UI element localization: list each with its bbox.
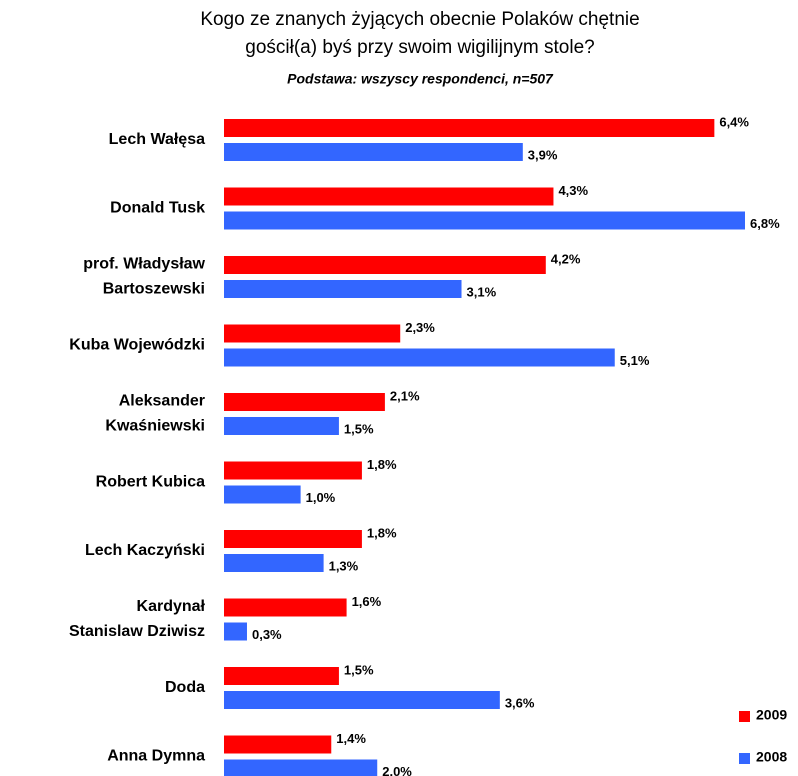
- bar: [224, 461, 362, 480]
- value-label: 2,1%: [390, 388, 420, 403]
- bar: [224, 759, 378, 776]
- value-label: 1,5%: [344, 662, 374, 677]
- bar: [224, 187, 554, 206]
- bar: [224, 554, 324, 572]
- category-label: Kuba Wojewódzki: [69, 337, 205, 354]
- bar: [224, 622, 247, 641]
- chart-subtitle: Podstawa: wszyscy respondenci, n=507: [287, 71, 554, 87]
- legend-label: 2008: [756, 749, 787, 765]
- bar: [224, 119, 715, 137]
- category-label: prof. Władysław Bartoszewski: [83, 256, 205, 298]
- value-label: 0,3%: [252, 627, 282, 642]
- bar: [224, 485, 301, 504]
- value-label: 1,4%: [336, 731, 366, 746]
- value-label: 3,9%: [528, 147, 558, 162]
- bar: [224, 393, 385, 411]
- bar: [224, 348, 615, 367]
- bar: [224, 256, 546, 274]
- value-label: 2,3%: [405, 320, 435, 335]
- value-label: 1,8%: [367, 525, 397, 540]
- bar: [224, 735, 332, 754]
- value-label: 6,4%: [719, 114, 749, 129]
- category-label: Lech Kaczyński: [85, 542, 205, 559]
- category-label: Doda: [165, 679, 205, 696]
- value-label: 3,6%: [505, 695, 535, 710]
- value-label: 1,8%: [367, 457, 397, 472]
- category-label: Kardynał Stanislaw Dziwisz: [69, 598, 206, 640]
- value-label: 5,1%: [620, 353, 650, 368]
- value-label: 2,0%: [382, 764, 412, 776]
- value-label: 6,8%: [750, 216, 780, 231]
- value-label: 1,0%: [306, 490, 336, 505]
- value-label: 1,6%: [352, 594, 382, 609]
- value-label: 3,1%: [467, 284, 497, 299]
- category-label: Aleksander Kwaśniewski: [105, 393, 205, 435]
- bar: [224, 211, 745, 230]
- legend-swatch: [739, 753, 750, 764]
- category-label: Donald Tusk: [110, 200, 205, 217]
- category-label: Lech Wałęsa: [109, 131, 205, 148]
- bar: [224, 324, 401, 343]
- chart-title: Kogo ze znanych żyjących obecnie Polaków…: [200, 9, 639, 58]
- bar: [224, 530, 362, 548]
- value-label: 4,2%: [551, 251, 581, 266]
- value-label: 4,3%: [558, 183, 588, 198]
- bar: [224, 667, 339, 685]
- bar: [224, 280, 462, 298]
- value-label: 1,5%: [344, 421, 374, 436]
- legend-label: 2009: [756, 707, 787, 723]
- bar: [224, 598, 347, 617]
- legend-swatch: [739, 711, 750, 722]
- category-label: Robert Kubica: [96, 474, 205, 491]
- category-label: Anna Dymna: [107, 748, 205, 765]
- bar: [224, 417, 339, 435]
- value-label: 1,3%: [329, 558, 359, 573]
- bar: [224, 143, 523, 161]
- bar: [224, 691, 500, 709]
